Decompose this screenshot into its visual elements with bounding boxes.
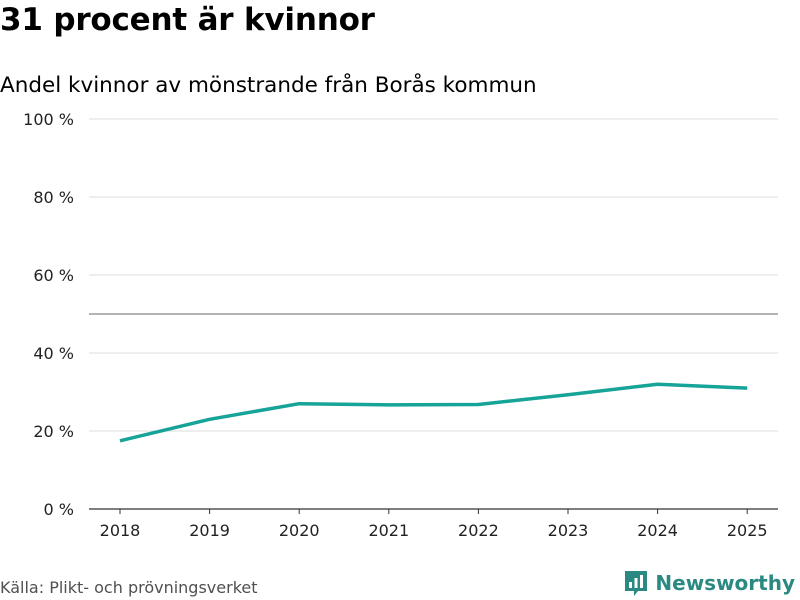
chart-subtitle: Andel kvinnor av mönstrande från Borås k…	[0, 73, 537, 98]
bar-chart-badge-icon	[625, 571, 648, 596]
y-tick-label: 100 %	[23, 110, 74, 129]
x-tick-label: 2023	[548, 521, 589, 540]
brand-name: Newsworthy	[655, 571, 795, 595]
source-note: Källa: Plikt- och prövningsverket	[0, 578, 258, 597]
x-tick-label: 2025	[727, 521, 768, 540]
y-tick-label: 60 %	[33, 266, 74, 285]
series-line-andel-kvinnor	[119, 382, 748, 443]
x-tick-label: 2020	[279, 521, 320, 540]
y-tick-label: 0 %	[44, 500, 74, 519]
y-tick-label: 20 %	[33, 422, 74, 441]
chart-title: 31 procent är kvinnor	[0, 2, 375, 38]
x-tick-label: 2024	[637, 521, 678, 540]
y-tick-label: 40 %	[33, 344, 74, 363]
line-chart: 0 % 20 % 40 % 60 % 80 % 100 % 2018 2019 2020 202…	[23, 110, 778, 540]
x-tick-label: 2021	[368, 521, 409, 540]
y-tick-label: 80 %	[33, 188, 74, 207]
x-tick-label: 2022	[458, 521, 499, 540]
x-tick-label: 2019	[189, 521, 230, 540]
x-tick-label: 2018	[100, 521, 141, 540]
brand-logo: Newsworthy	[623, 569, 795, 597]
